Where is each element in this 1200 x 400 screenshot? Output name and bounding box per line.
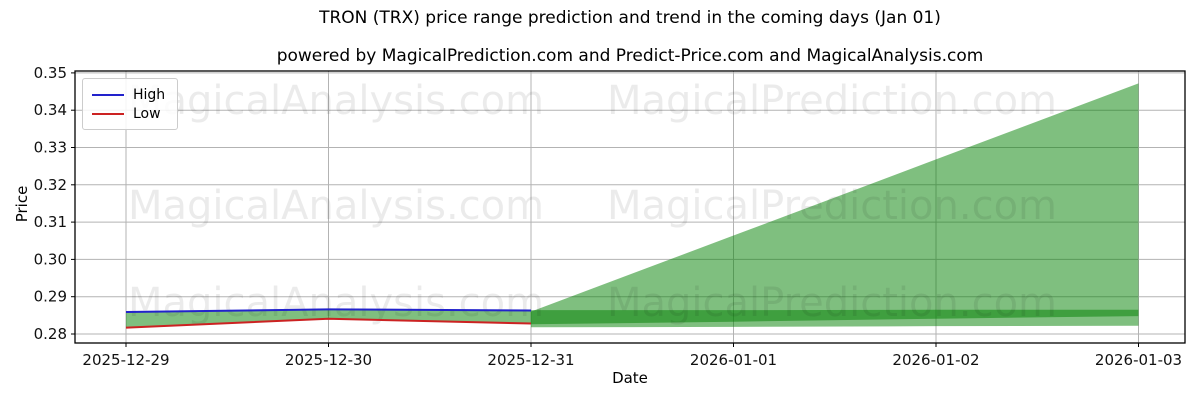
watermark-text: MagicalAnalysis.com (128, 78, 544, 124)
legend-label-low: Low (133, 105, 161, 122)
x-tick-label: 2026-01-03 (1095, 351, 1182, 369)
y-tick-label: 0.33 (34, 139, 67, 157)
high-line (125, 308, 532, 313)
x-tick-label: 2026-01-02 (892, 351, 979, 369)
y-tick-label: 0.31 (34, 213, 67, 231)
watermark-text: MagicalPrediction.com (607, 183, 1057, 229)
forecast-range-band (531, 309, 1139, 328)
forecast-fan-area (531, 83, 1139, 325)
y-tick-label: 0.30 (34, 250, 67, 268)
legend: High Low (82, 78, 179, 130)
legend-item-high: High (92, 85, 165, 104)
y-axis-label: Price (13, 185, 31, 223)
watermark-text: MagicalPrediction.com (607, 78, 1057, 124)
y-tick-label: 0.32 (34, 176, 67, 194)
x-tick-label: 2026-01-01 (690, 351, 777, 369)
x-tick-label: 2025-12-29 (82, 351, 169, 369)
x-tick-label: 2025-12-31 (487, 351, 574, 369)
watermark-text: MagicalAnalysis.com (128, 183, 544, 229)
x-tick-label: 2025-12-30 (285, 351, 372, 369)
watermark-text: MagicalPrediction.com (607, 280, 1057, 326)
y-tick-label: 0.34 (34, 101, 67, 119)
y-tick-label: 0.35 (34, 64, 67, 82)
chart-subtitle: powered by MagicalPrediction.com and Pre… (276, 46, 984, 66)
axes-frame (74, 70, 1186, 344)
legend-item-low: Low (92, 104, 165, 123)
x-axis-label: Date (612, 369, 648, 387)
low-line-swatch (92, 112, 124, 115)
y-tick-label: 0.28 (34, 325, 67, 343)
y-tick-label: 0.29 (34, 288, 67, 306)
chart-title: TRON (TRX) price range prediction and tr… (319, 8, 941, 28)
legend-label-high: High (133, 86, 166, 103)
low-line (125, 317, 532, 329)
high-line-swatch (92, 93, 124, 96)
